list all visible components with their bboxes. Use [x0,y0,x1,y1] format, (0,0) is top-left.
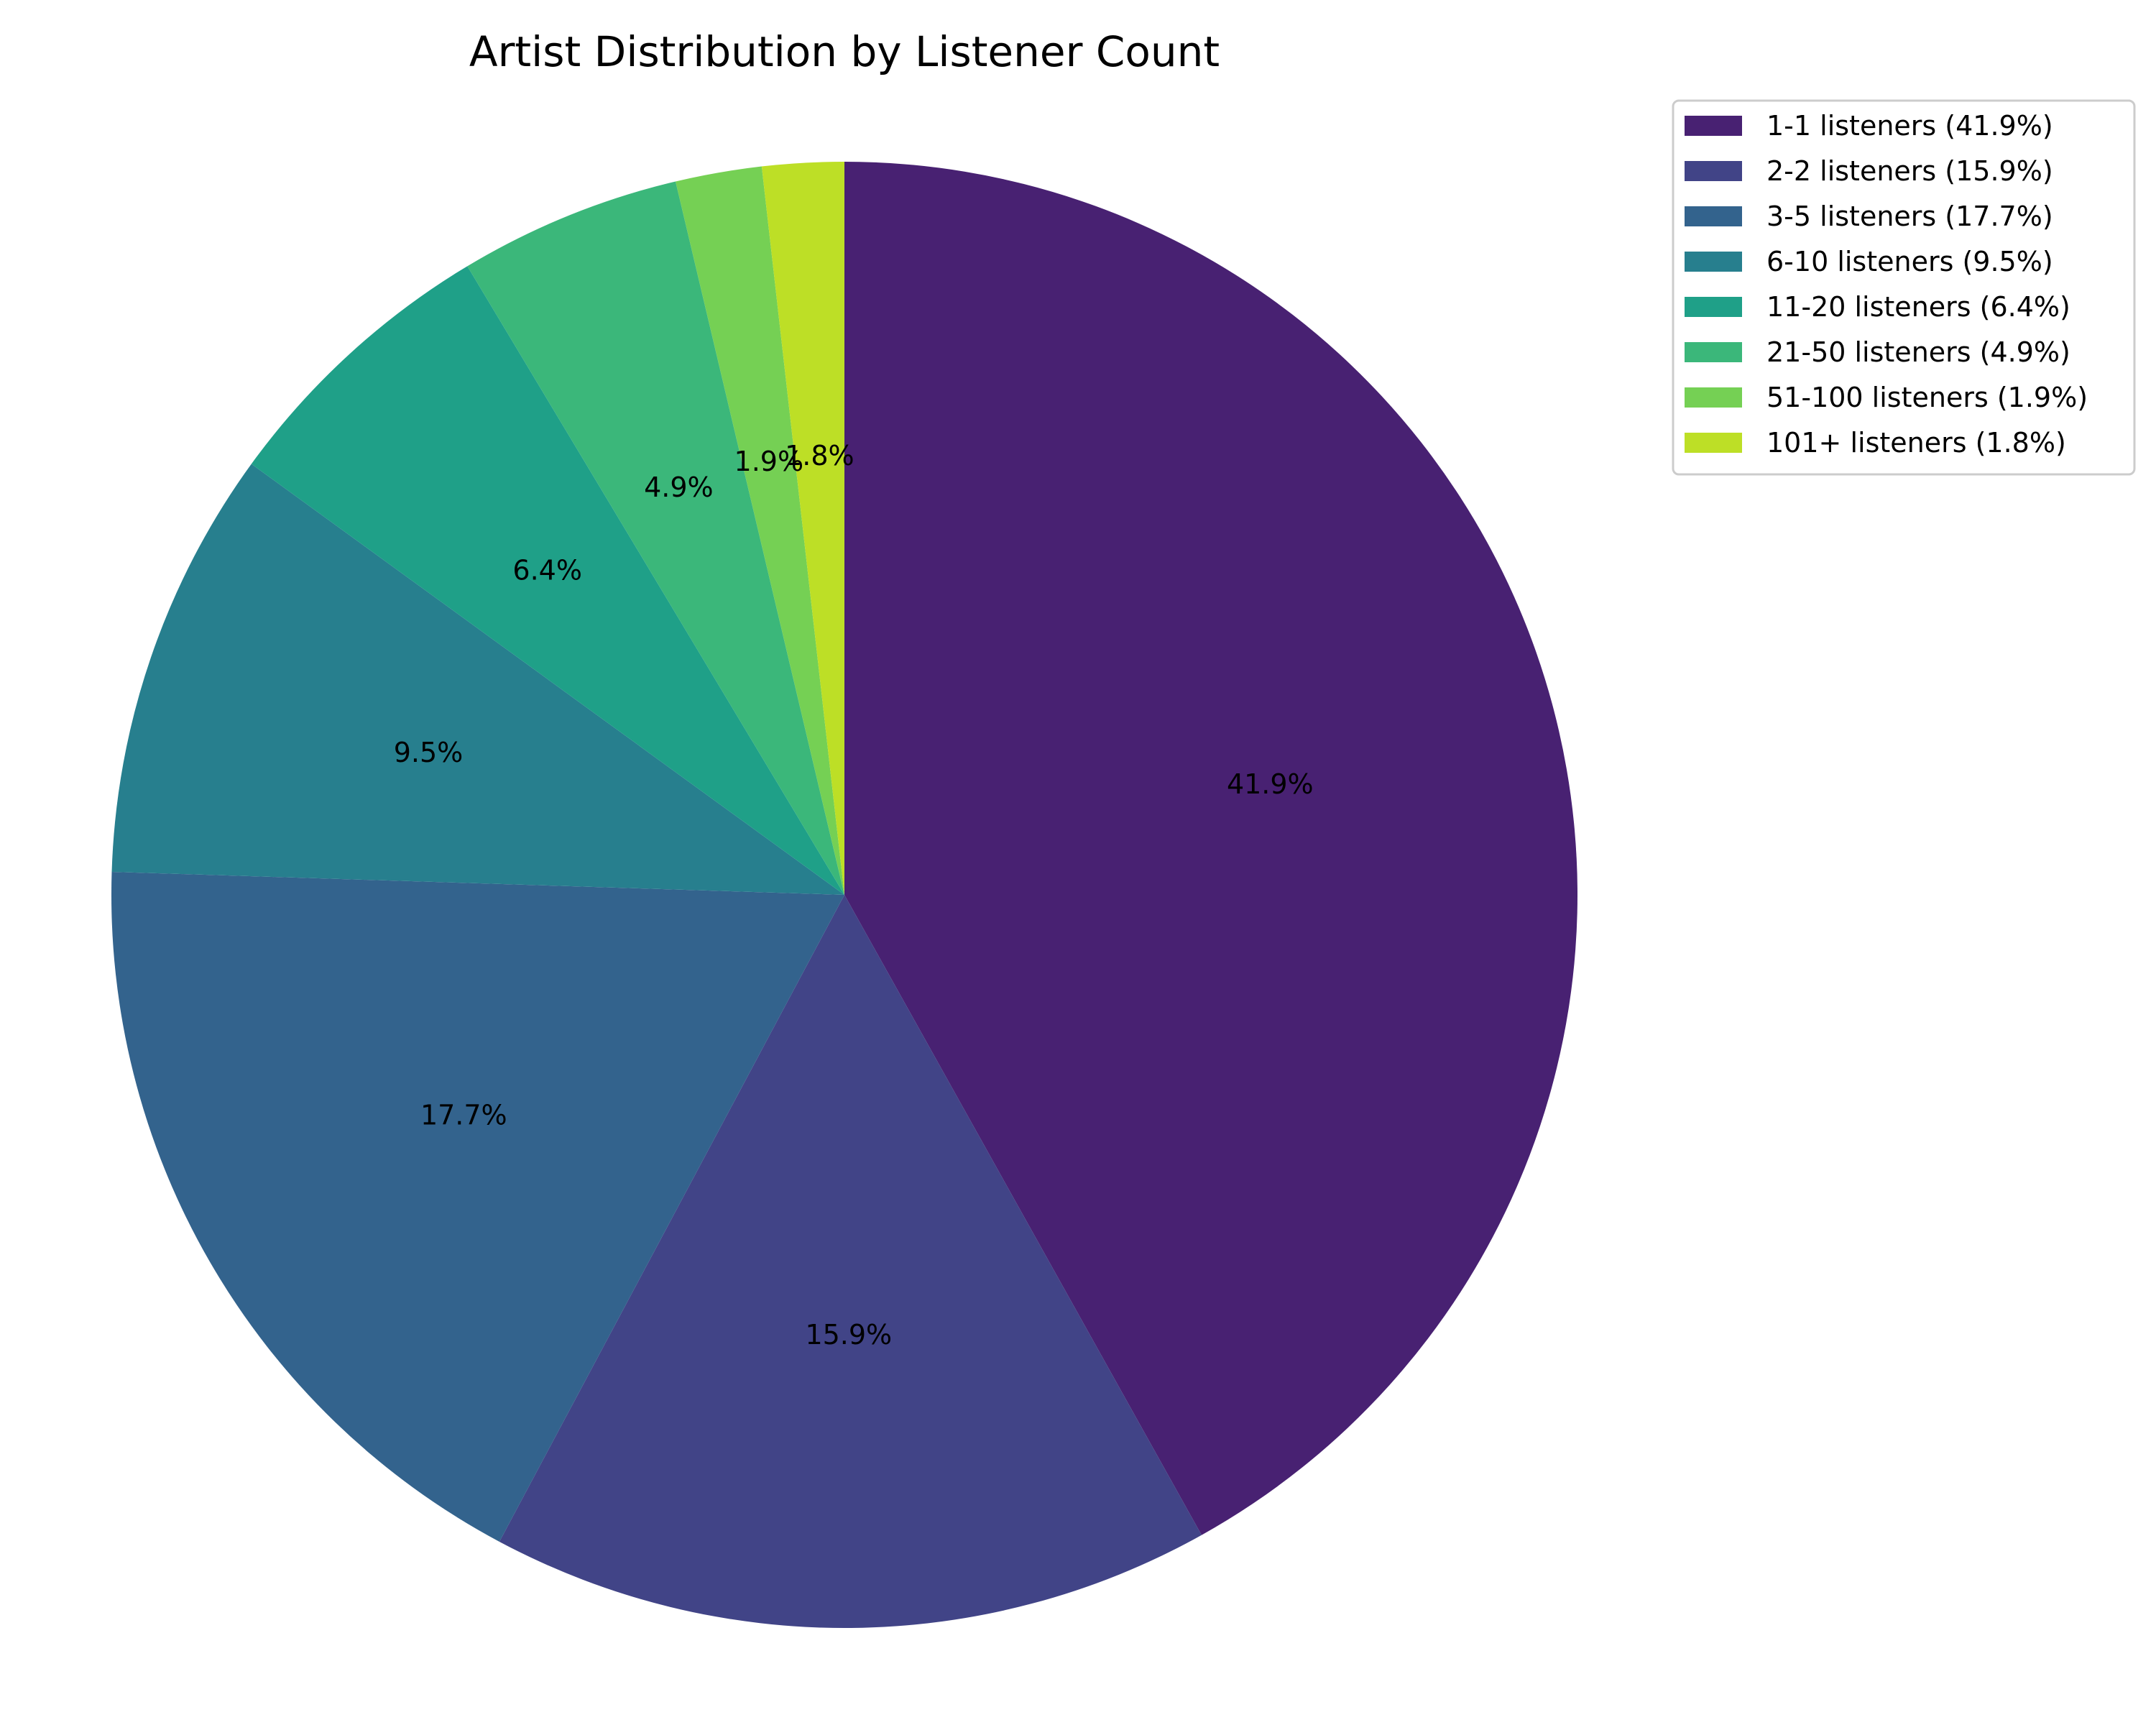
slice-percentage-label: 6.4% [512,555,582,586]
legend-label: 1-1 listeners (41.9%) [1766,110,2053,142]
slice-percentage-label: 17.7% [420,1100,507,1131]
legend-label: 3-5 listeners (17.7%) [1766,201,2053,232]
slice-percentage-label: 4.9% [644,472,714,503]
pie-slices [111,162,1578,1629]
legend-swatch [1685,342,1742,362]
legend-swatch [1685,252,1742,272]
legend-swatch [1685,297,1742,317]
pie-slice [499,895,1202,1629]
legend-items: 1-1 listeners (41.9%) 2-2 listeners (15.9… [1685,110,2088,459]
pie-slice [676,166,844,895]
legend-swatch [1685,387,1742,408]
slice-percentage-label: 1.9% [734,446,804,477]
legend-swatch [1685,433,1742,453]
pie-slice [111,871,844,1542]
legend-swatch [1685,116,1742,136]
legend-frame [1672,99,2136,476]
slice-percentage-label: 9.5% [394,737,464,768]
pie-slice [844,162,1578,1535]
legend: 1-1 listeners (41.9%) 2-2 listeners (15.9… [1672,99,2136,476]
pie-slice [761,162,844,895]
slice-percentage-label: 41.9% [1227,768,1314,800]
legend-label: 101+ listeners (1.8%) [1766,427,2066,459]
legend-swatch [1685,161,1742,181]
legend-label: 21-50 listeners (4.9%) [1766,336,2070,368]
pie-slice [251,266,844,895]
legend-label: 51-100 listeners (1.9%) [1766,382,2088,413]
pie-slice [111,464,844,895]
chart-title: Artist Distribution by Listener Count [469,27,1220,76]
slice-percentage-label: 1.8% [785,440,854,472]
legend-label: 6-10 listeners (9.5%) [1766,246,2053,277]
pie-slice [467,181,844,895]
legend-swatch [1685,206,1742,226]
legend-label: 11-20 listeners (6.4%) [1766,291,2070,323]
pie-percentage-labels: 41.9% 15.9% 17.7% 9.5% 6.4% 4.9% 1.9%1.8% [394,440,1314,1351]
legend-label: 2-2 listeners (15.9%) [1766,155,2053,187]
slice-percentage-label: 15.9% [805,1319,892,1351]
